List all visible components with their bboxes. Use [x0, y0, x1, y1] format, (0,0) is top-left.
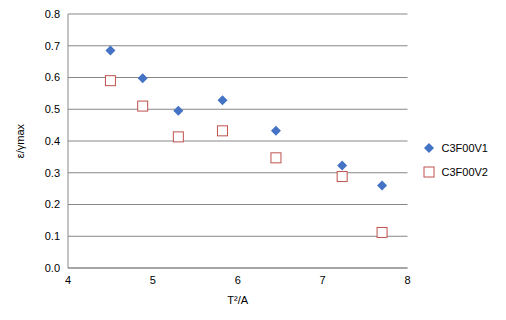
svg-text:7: 7 [320, 274, 326, 286]
svg-text:5: 5 [150, 274, 156, 286]
svg-text:0.0: 0.0 [45, 262, 60, 274]
svg-text:0.6: 0.6 [45, 71, 60, 83]
svg-text:0.4: 0.4 [45, 135, 60, 147]
svg-text:0.5: 0.5 [45, 103, 60, 115]
svg-text:0.1: 0.1 [45, 230, 60, 242]
svg-text:ε/γmax: ε/γmax [14, 123, 26, 158]
svg-text:T²/A: T²/A [227, 294, 248, 306]
svg-text:4: 4 [65, 274, 71, 286]
svg-text:0.2: 0.2 [45, 198, 60, 210]
svg-text:0.3: 0.3 [45, 167, 60, 179]
html-text:C3F00V1: C3F00V1 [441, 142, 488, 154]
html-text:C3F00V2: C3F00V2 [441, 166, 488, 178]
svg-text:6: 6 [235, 274, 241, 286]
svg-text:0.7: 0.7 [45, 40, 60, 52]
svg-text:8: 8 [404, 274, 410, 286]
svg-text:0.8: 0.8 [45, 8, 60, 20]
